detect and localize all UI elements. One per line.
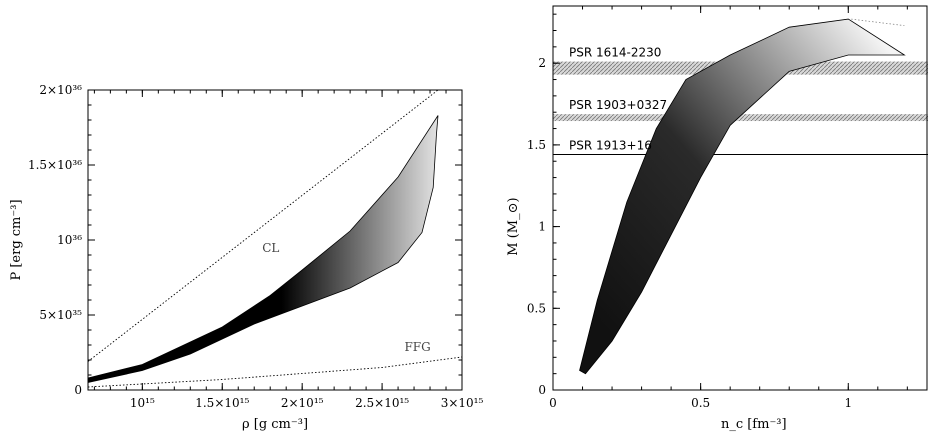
observation-label: PSR 1903+0327	[569, 98, 667, 112]
eos-panel: CL FFG 10¹⁵ 1.5×10¹⁵ 2×10¹⁵ 2.5×10¹⁵ 3×10¹⁵ 0…	[9, 83, 483, 432]
left-y-tick-label: 5×10³⁵	[39, 308, 82, 322]
right-axis-ticks: 0 0.5 1 0 0.5 1 1.5 2	[527, 6, 908, 410]
left-y-tick-label: 10³⁶	[57, 233, 82, 247]
ffg-line	[87, 356, 463, 388]
right-y-tick-label: 1	[538, 220, 546, 234]
left-x-tick-label: 1.5×10¹⁵	[195, 396, 249, 410]
left-x-tick-label: 10¹⁵	[130, 396, 155, 410]
eos-band	[87, 115, 439, 383]
right-x-tick-label: 0	[549, 396, 557, 410]
right-y-tick-label: 1.5	[527, 138, 546, 152]
left-y-axis-label: P [erg cm⁻³]	[9, 199, 24, 280]
left-axis-ticks: 10¹⁵ 1.5×10¹⁵ 2×10¹⁵ 2.5×10¹⁵ 3×10¹⁵ 0 5×10³⁵ 1…	[28, 83, 484, 410]
observation-label: PSR 1614-2230	[569, 46, 661, 60]
right-y-tick-label: 2	[538, 56, 546, 70]
right-x-tick-label: 0.5	[691, 396, 710, 410]
left-y-tick-label: 0	[74, 383, 82, 397]
ffg-annotation: FFG	[404, 340, 430, 354]
right-y-axis-label: M (M_⊙)	[506, 197, 521, 255]
right-x-axis-label: n_c [fm⁻³]	[721, 417, 787, 432]
observation-labels: PSR 1614-2230 PSR 1903+0327 PSR 1913+16	[569, 46, 667, 153]
mass-band	[579, 18, 906, 375]
left-y-tick-label: 1.5×10³⁶	[28, 158, 82, 172]
right-plot-frame	[552, 5, 928, 391]
left-y-tick-label: 2×10³⁶	[39, 83, 82, 97]
cl-line	[87, 89, 439, 362]
right-x-tick-label: 1	[844, 396, 852, 410]
right-y-tick-label: 0	[538, 383, 546, 397]
left-x-axis-label: ρ [g cm⁻³]	[242, 417, 308, 432]
observation-band	[553, 114, 928, 122]
mass-band-dotted-extension	[851, 18, 905, 26]
right-y-tick-label: 0.5	[527, 301, 546, 315]
left-x-tick-label: 2.5×10¹⁵	[355, 396, 409, 410]
left-x-tick-label: 3×10¹⁵	[441, 396, 484, 410]
observation-label: PSR 1913+16	[569, 138, 652, 152]
cl-annotation: CL	[262, 241, 279, 255]
left-x-tick-label: 2×10¹⁵	[281, 396, 324, 410]
